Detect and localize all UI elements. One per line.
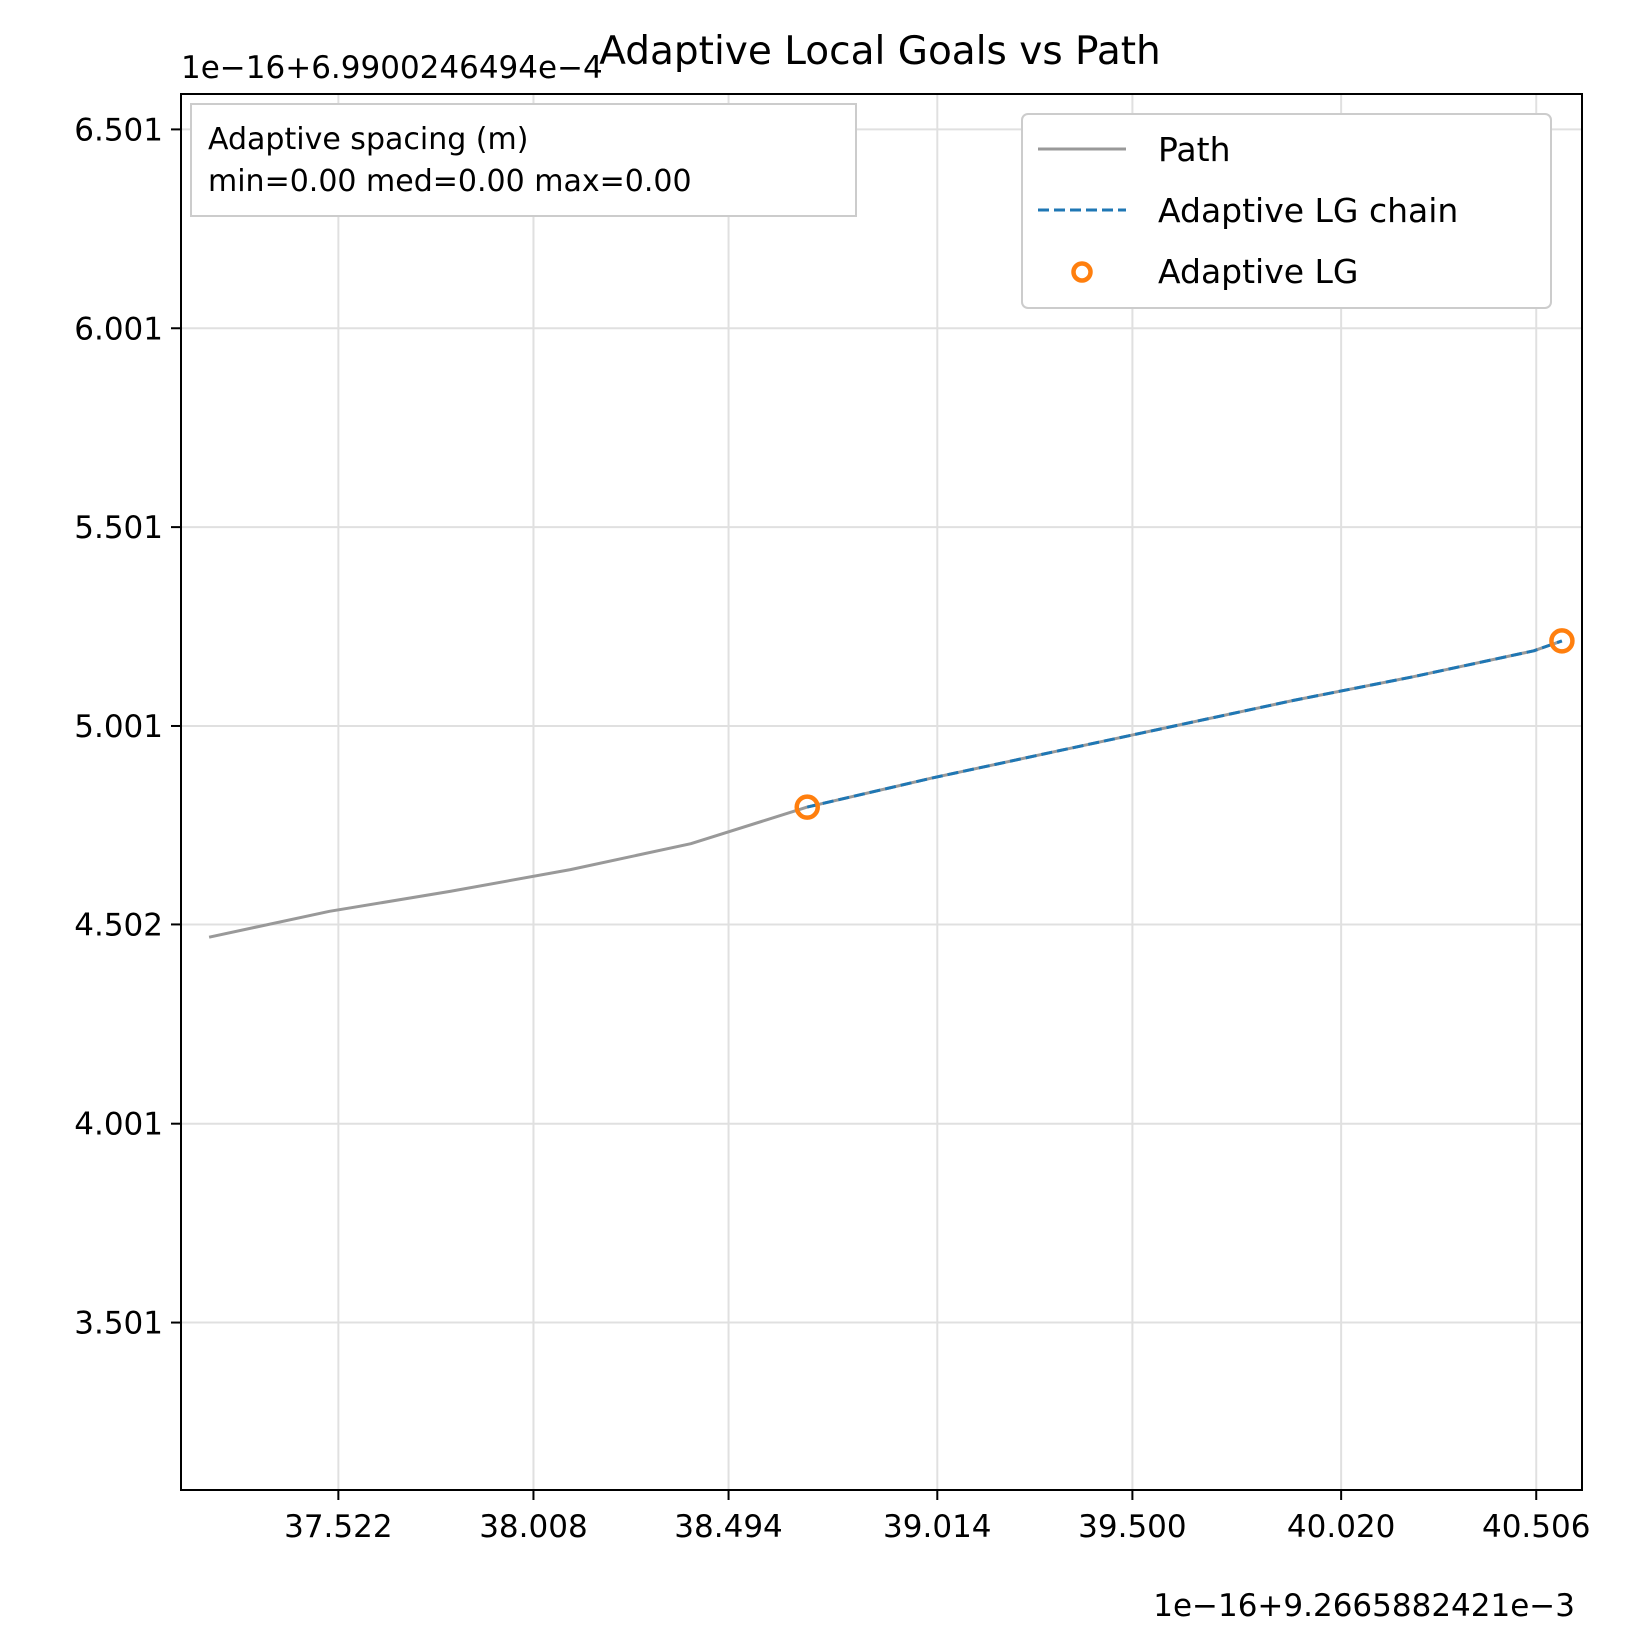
- adaptive-lg-chain-line: [806, 639, 1563, 809]
- y-tick-label: 6.001: [74, 311, 163, 347]
- adaptive-lg-marker: [1549, 628, 1575, 654]
- y-tick-label: 5.501: [74, 510, 163, 546]
- info-box: Adaptive spacing (m) min=0.00 med=0.00 m…: [190, 103, 857, 217]
- y-tick-label: 4.001: [74, 1107, 163, 1143]
- y-tick-label: 5.001: [74, 709, 163, 745]
- legend-lg-swatch: [1071, 261, 1093, 283]
- legend-lg-label: Adaptive LG: [1158, 252, 1359, 291]
- info-box-frame: [190, 103, 857, 217]
- y-axis: 3.501 4.001 4.502 5.001 5.501 6.001 6.501: [74, 112, 181, 1342]
- y-tick-label: 3.501: [74, 1306, 163, 1342]
- legend-frame: [1021, 113, 1552, 309]
- y-tick-label: 4.502: [74, 907, 163, 943]
- x-tick-label: 38.494: [674, 1509, 782, 1545]
- adaptive-lg-marker: [794, 794, 820, 820]
- chart-title: Adaptive Local Goals vs Path: [599, 29, 1160, 74]
- x-tick-label: 40.506: [1482, 1509, 1590, 1545]
- x-tick-label: 37.522: [284, 1509, 392, 1545]
- info-box-heading: Adaptive spacing (m): [208, 122, 528, 157]
- y-tick-label: 6.501: [74, 112, 163, 148]
- grid-lines: [181, 94, 1582, 1490]
- series-layer: [208, 628, 1575, 939]
- legend: Path Adaptive LG chain Adaptive LG: [1021, 113, 1552, 309]
- x-offset-label: 1e−16+9.2665882421e−3: [1153, 1588, 1575, 1624]
- x-tick-label: 38.008: [479, 1509, 587, 1545]
- x-tick-label: 40.020: [1287, 1509, 1395, 1545]
- x-tick-label: 39.014: [883, 1509, 991, 1545]
- legend-path-label: Path: [1158, 130, 1231, 169]
- plot-frame: [180, 93, 1583, 1491]
- legend-chain-label: Adaptive LG chain: [1158, 191, 1458, 230]
- x-tick-label: 39.500: [1078, 1509, 1186, 1545]
- info-box-stats: min=0.00 med=0.00 max=0.00: [208, 164, 692, 199]
- path-line: [208, 639, 1563, 939]
- x-axis: 37.522 38.008 38.494 39.014 39.500 40.020 40.5…: [284, 1490, 1590, 1545]
- y-offset-label: 1e−16+6.9900246494e−4: [181, 50, 603, 86]
